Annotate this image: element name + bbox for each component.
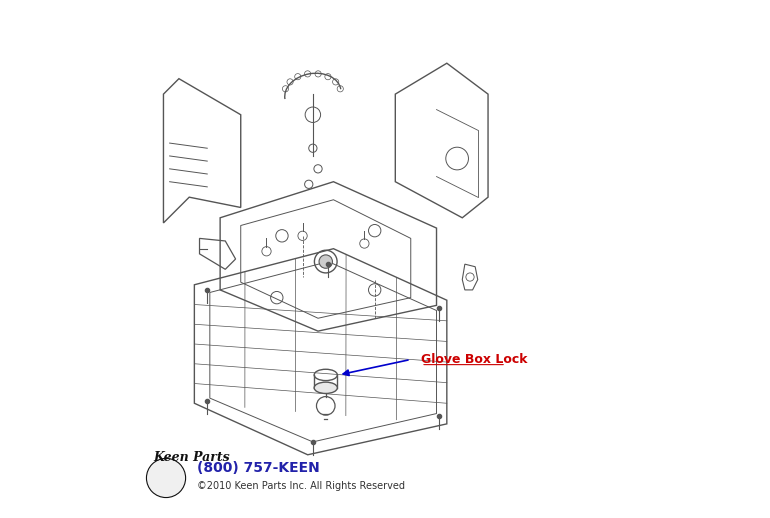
Text: ©2010 Keen Parts Inc. All Rights Reserved: ©2010 Keen Parts Inc. All Rights Reserve… xyxy=(197,481,405,491)
Circle shape xyxy=(319,255,333,268)
Ellipse shape xyxy=(314,382,337,394)
Text: Keen Parts: Keen Parts xyxy=(153,451,229,464)
Circle shape xyxy=(146,458,186,498)
Text: (800) 757-KEEN: (800) 757-KEEN xyxy=(197,461,320,474)
Text: Glove Box Lock: Glove Box Lock xyxy=(421,353,527,366)
